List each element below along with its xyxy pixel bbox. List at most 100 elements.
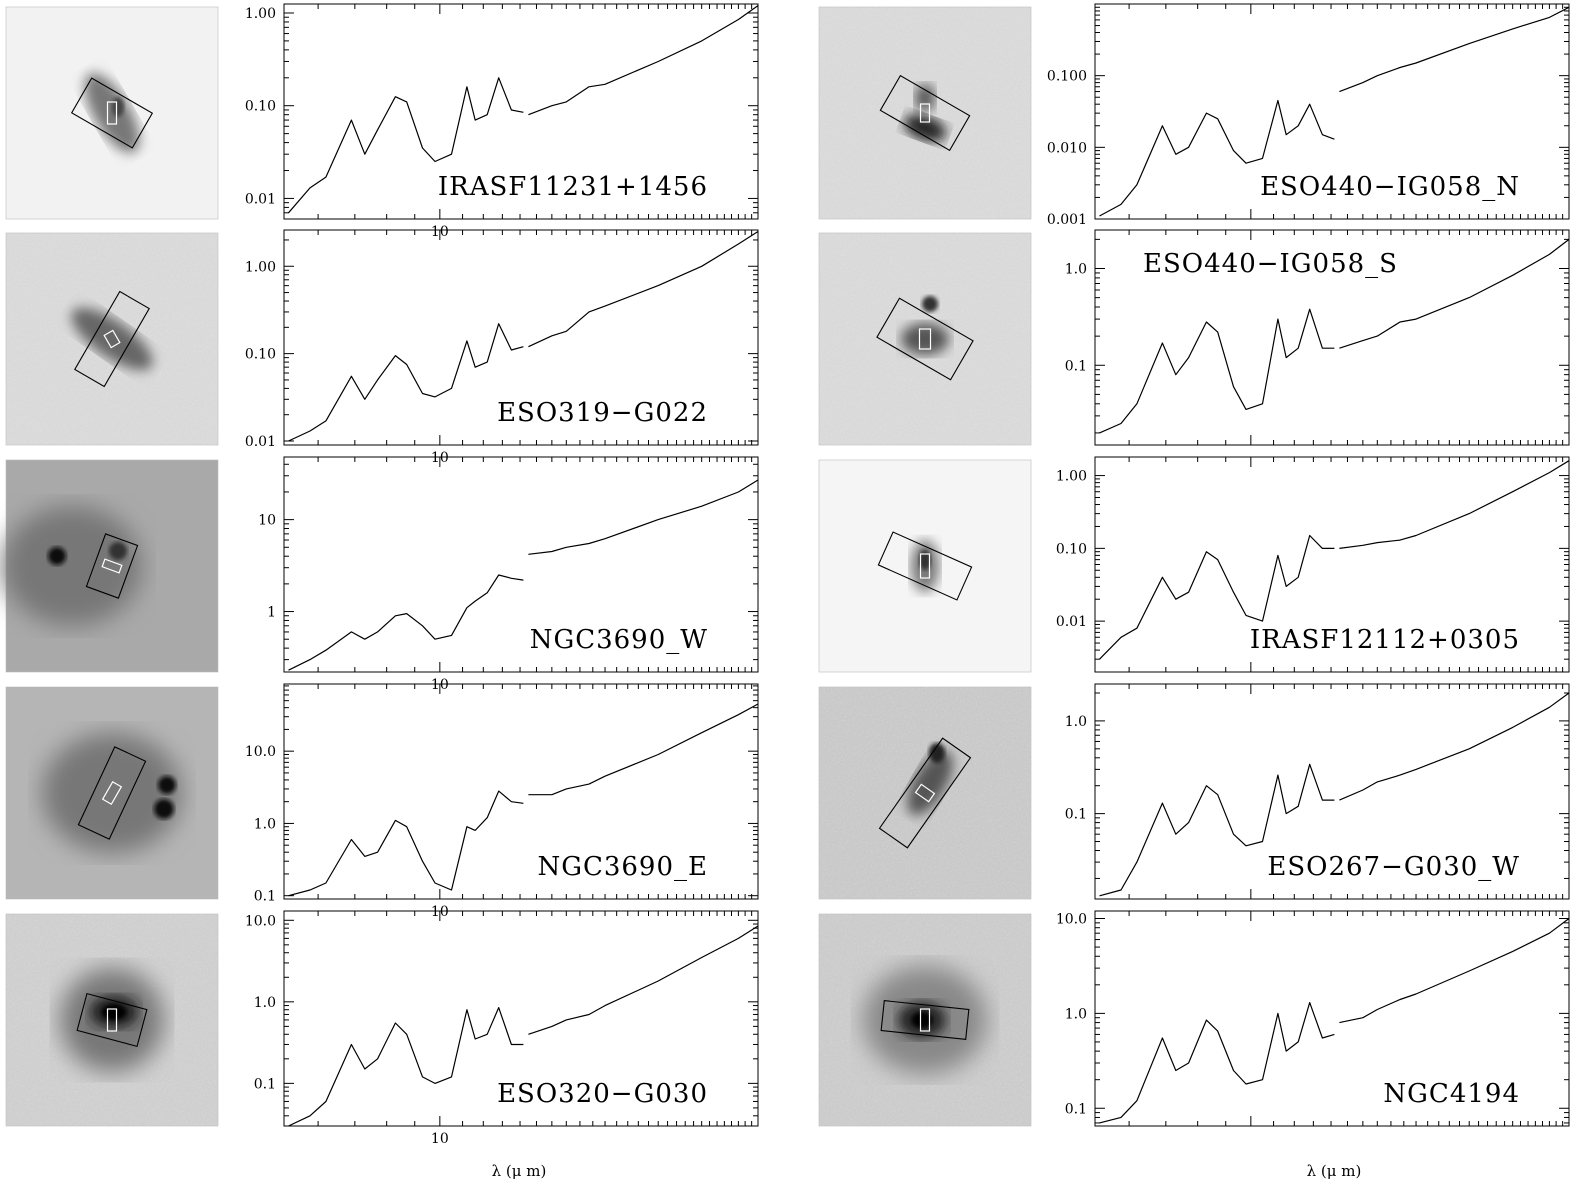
galaxy-emission — [102, 1004, 126, 1020]
y-tick-label: 0.10 — [1056, 541, 1087, 557]
galaxy-thumbnail — [818, 913, 1032, 1127]
spectrum-long-segment — [1339, 692, 1570, 801]
galaxy-emission — [922, 296, 938, 312]
plot-frame — [1094, 910, 1570, 1127]
spectrum-long-segment — [528, 925, 759, 1035]
galaxy-emission — [919, 550, 931, 570]
spectrum-short-segment — [1099, 1002, 1335, 1124]
galaxy-emission — [907, 750, 953, 816]
spectrum-panel: 0.1 1.0 ESO440−IG058_S — [1065, 229, 1570, 446]
y-tick-label: 1.00 — [245, 259, 276, 275]
plot-frame — [283, 229, 759, 446]
spectrum-long-segment — [1339, 460, 1570, 549]
y-tick-label: 1.0 — [254, 816, 276, 832]
x-axis-title-right: λ (μ m) — [1307, 1162, 1362, 1179]
thumbnail-noise — [819, 7, 1031, 219]
y-tick-label: 1.00 — [1056, 469, 1087, 485]
y-tick-label: 0.01 — [1056, 614, 1087, 630]
y-tick-label: 1.0 — [1065, 1006, 1087, 1022]
y-tick-label: 0.1 — [254, 1076, 276, 1092]
slit-outline — [85, 533, 139, 599]
spectrum-short-segment — [288, 574, 524, 671]
galaxy-emission — [48, 547, 66, 565]
slit-outline — [880, 1000, 970, 1040]
aperture-outline — [101, 558, 123, 574]
galaxy-emission — [71, 307, 153, 371]
spectrum-short-segment — [1099, 534, 1335, 660]
galaxy-thumbnail — [5, 913, 219, 1127]
spectrum-long-segment — [528, 479, 759, 555]
y-tick-label: 1.0 — [254, 995, 276, 1011]
galaxy-emission — [929, 743, 945, 763]
galaxy-name-label: ESO267−G030_W — [1267, 852, 1520, 882]
galaxy-name-label: IRASF11231+1456 — [438, 172, 708, 202]
plot-frame — [1094, 229, 1570, 446]
slit-outline — [876, 297, 974, 381]
plot-frame — [283, 683, 759, 900]
spectrum-long-segment — [528, 230, 759, 348]
galaxy-thumbnail — [5, 686, 219, 900]
galaxy-name-label: NGC4194 — [1383, 1079, 1520, 1109]
galaxy-emission — [901, 323, 949, 355]
spectrum-short-segment — [1099, 308, 1335, 434]
x-tick-label: 10 — [431, 1131, 449, 1147]
spectrum-short-segment — [288, 790, 524, 897]
galaxy-name-label: ESO440−IG058_S — [1143, 249, 1398, 279]
y-tick-label: 1.00 — [245, 6, 276, 22]
galaxy-thumbnail — [5, 6, 219, 220]
galaxy-name-label: IRASF12112+0305 — [1250, 625, 1520, 655]
spectrum-short-segment — [1099, 763, 1335, 897]
galaxy-emission — [112, 97, 124, 117]
spectrum-panel: 10 0.1 1.0 10.0 ESO320−G030 — [245, 910, 759, 1147]
galaxy-emission — [154, 799, 174, 819]
x-axis-title-left: λ (μ m) — [492, 1162, 547, 1179]
spectrum-short-segment — [288, 323, 524, 442]
galaxy-name-label: NGC3690_W — [530, 625, 708, 655]
aperture-outline — [101, 781, 123, 805]
galaxy-emission — [109, 542, 127, 560]
y-tick-label: 1.0 — [1065, 714, 1087, 730]
galaxy-name-label: ESO440−IG058_N — [1260, 172, 1520, 202]
galaxy-name-label: NGC3690_E — [537, 852, 708, 882]
galaxy-thumbnail — [818, 686, 1032, 900]
aperture-outline — [919, 1008, 931, 1032]
spectrum-short-segment — [288, 1007, 524, 1127]
galaxy-name-label: ESO320−G030 — [497, 1079, 708, 1109]
galaxy-emission — [84, 73, 140, 153]
spectrum-long-segment — [1339, 238, 1570, 349]
galaxy-emission — [42, 733, 182, 853]
slit-outline — [74, 290, 150, 388]
spectrum-long-segment — [1339, 6, 1570, 93]
y-tick-label: 0.100 — [1047, 69, 1087, 85]
aperture-outline — [106, 1008, 118, 1032]
spectrum-short-segment — [288, 77, 524, 214]
spectrum-panel: 0.01 0.10 1.00 IRASF12112+0305 — [1056, 456, 1570, 673]
galaxy-emission — [915, 84, 935, 112]
y-tick-label: 10.0 — [245, 913, 276, 929]
galaxy-emission — [912, 1012, 932, 1028]
aperture-outline — [918, 328, 932, 350]
plot-frame — [283, 3, 759, 220]
plot-frame — [1094, 3, 1570, 220]
y-tick-label: 10 — [258, 513, 276, 529]
slit-outline — [878, 737, 972, 849]
y-tick-label: 0.1 — [1065, 807, 1087, 823]
slit-outline — [76, 992, 148, 1048]
galaxy-emission — [2, 506, 142, 626]
galaxy-emission — [903, 114, 947, 142]
y-tick-label: 0.01 — [245, 434, 276, 450]
y-tick-label: 1.0 — [1065, 262, 1087, 278]
spectrum-long-segment — [528, 703, 759, 796]
y-tick-label: 0.1 — [254, 889, 276, 905]
slit-outline — [77, 746, 147, 840]
slit-outline — [879, 74, 971, 152]
spectrum-panel: 0.1 1.0 10.0 NGC4194 — [1056, 910, 1570, 1127]
aperture-outline — [919, 103, 931, 123]
y-tick-label: 0.10 — [245, 347, 276, 363]
y-tick-label: 0.001 — [1047, 212, 1087, 228]
